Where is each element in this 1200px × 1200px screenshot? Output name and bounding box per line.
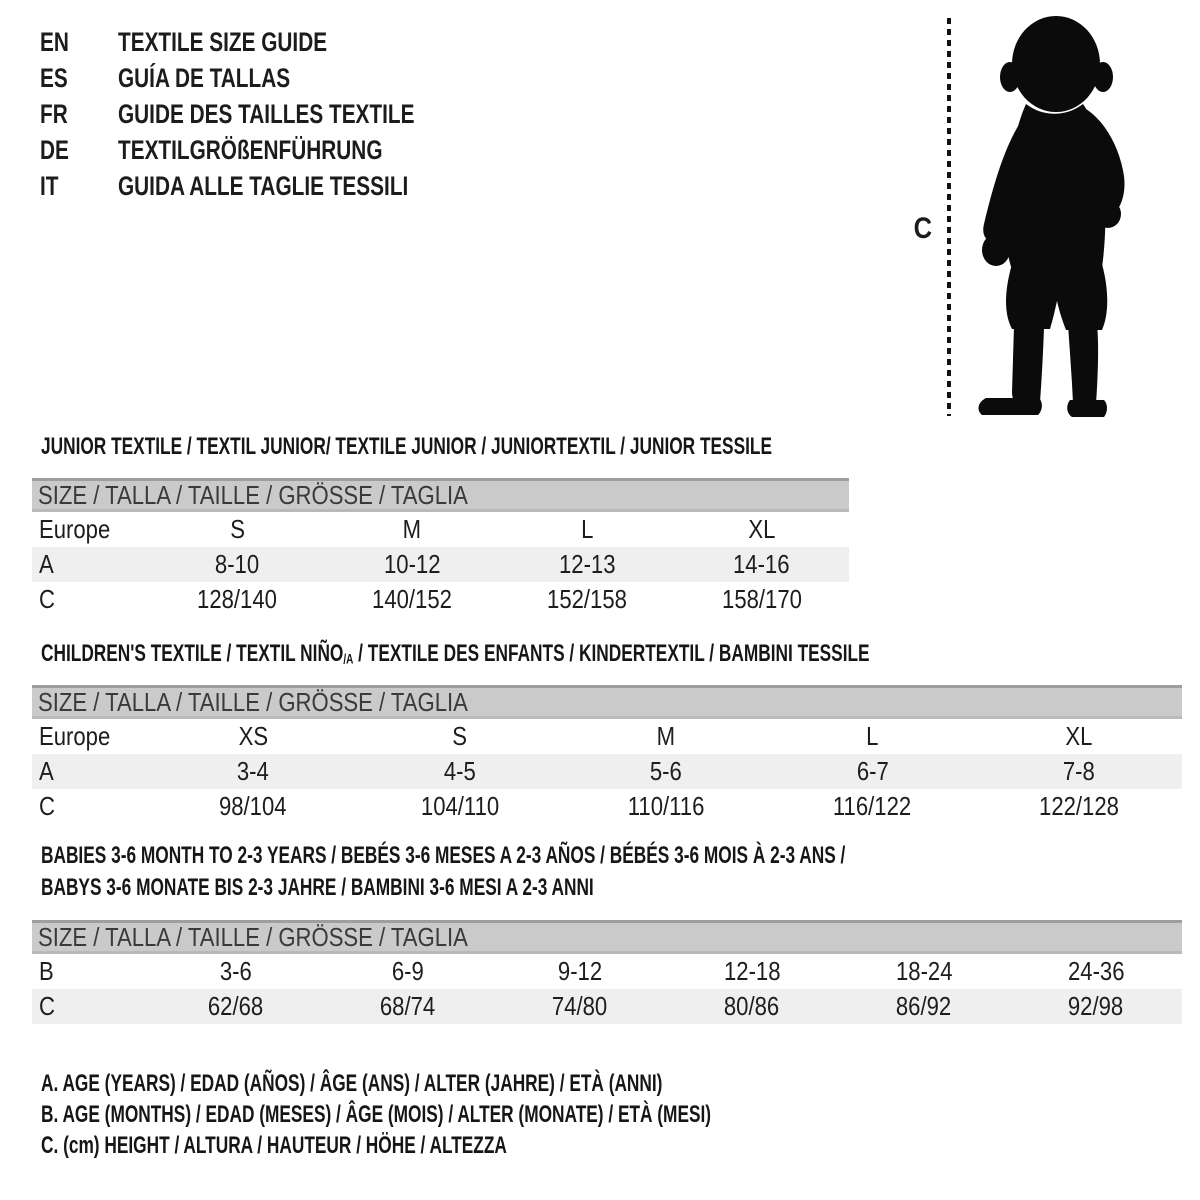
- table-row-a: A 3-4 4-5 5-6 6-7 7-8: [32, 754, 1182, 789]
- row-label: Europe: [39, 721, 111, 751]
- language-label: GUIDA ALLE TAGLIE TESSILI: [118, 170, 409, 201]
- table-cell: M: [656, 721, 676, 751]
- table-cell: 7-8: [1062, 756, 1095, 786]
- table-cell: 158/170: [721, 584, 802, 614]
- language-code: ES: [40, 62, 68, 93]
- table-cell: XL: [1065, 721, 1093, 751]
- language-code: IT: [40, 170, 59, 201]
- table-cell: 98/104: [219, 791, 288, 821]
- table-row-c: C 128/140 140/152 152/158 158/170: [32, 582, 849, 617]
- table-row-a: A 8-10 10-12 12-13 14-16: [32, 547, 849, 582]
- section-title-line: BABYS 3-6 MONATE BIS 2-3 JAHRE / BAMBINI…: [41, 874, 594, 901]
- table-cell: L: [580, 514, 594, 544]
- height-measure-label: C: [913, 212, 933, 245]
- language-row-es: ES GUÍA DE TALLAS: [40, 60, 503, 96]
- size-table-children: SIZE / TALLA / TAILLE / GRÖSSE / TAGLIA E…: [32, 685, 1182, 824]
- language-label: GUÍA DE TALLAS: [118, 62, 291, 93]
- table-cell: 6-7: [856, 756, 889, 786]
- table-cell: 86/92: [896, 991, 952, 1021]
- size-table-header: SIZE / TALLA / TAILLE / GRÖSSE / TAGLIA: [32, 685, 1182, 719]
- table-cell: 24-36: [1067, 956, 1125, 986]
- section-title-line: BABIES 3-6 MONTH TO 2-3 YEARS / BEBÉS 3-…: [41, 842, 846, 869]
- table-cell: 128/140: [197, 584, 278, 614]
- size-table-junior: SIZE / TALLA / TAILLE / GRÖSSE / TAGLIA E…: [32, 478, 849, 617]
- height-measure-dashed-line: [947, 18, 951, 416]
- language-row-fr: FR GUIDE DES TAILLES TEXTILE: [40, 96, 503, 132]
- table-cell: 3-4: [237, 756, 270, 786]
- row-label: C: [39, 791, 55, 821]
- table-cell: L: [866, 721, 879, 751]
- language-code: DE: [40, 134, 69, 165]
- table-row-europe: Europe S M L XL: [32, 512, 849, 547]
- row-label: A: [39, 756, 54, 786]
- section-title-children: CHILDREN'S TEXTILE / TEXTIL NIÑO/A / TEX…: [41, 640, 1192, 672]
- table-cell: 110/116: [627, 791, 705, 821]
- table-cell: S: [452, 721, 467, 751]
- row-label: A: [39, 549, 54, 579]
- legend-line: C. (cm) HEIGHT / ALTURA / HAUTEUR / HÖHE…: [41, 1132, 507, 1159]
- table-cell: 10-12: [383, 549, 441, 579]
- section-title-line: JUNIOR TEXTILE / TEXTIL JUNIOR/ TEXTILE …: [41, 433, 772, 460]
- legend-line: B. AGE (MONTHS) / EDAD (MESES) / ÂGE (MO…: [41, 1101, 712, 1128]
- table-row-c: C 98/104 104/110 110/116 116/122 122/128: [32, 789, 1182, 824]
- table-cell: M: [402, 514, 422, 544]
- language-row-de: DE TEXTILGRÖßENFÜHRUNG: [40, 132, 503, 168]
- table-cell: 12-13: [558, 549, 616, 579]
- language-row-en: EN TEXTILE SIZE GUIDE: [40, 24, 503, 60]
- table-cell: 152/158: [546, 584, 627, 614]
- table-row-europe: Europe XS S M L XL: [32, 719, 1182, 754]
- size-table-header: SIZE / TALLA / TAILLE / GRÖSSE / TAGLIA: [32, 920, 1182, 954]
- table-cell: XL: [748, 514, 776, 544]
- table-cell: 80/86: [724, 991, 780, 1021]
- table-row-c: C 62/68 68/74 74/80 80/86 86/92 92/98: [32, 989, 1182, 1024]
- language-label: TEXTILGRÖßENFÜHRUNG: [118, 134, 383, 165]
- table-cell: 12-18: [723, 956, 781, 986]
- legend-line: A. AGE (YEARS) / EDAD (AÑOS) / ÂGE (ANS)…: [41, 1070, 663, 1097]
- row-label: C: [39, 584, 55, 614]
- table-row-b: B 3-6 6-9 9-12 12-18 18-24 24-36: [32, 954, 1182, 989]
- language-code: EN: [40, 26, 69, 57]
- table-cell: 74/80: [552, 991, 608, 1021]
- table-cell: XS: [238, 721, 268, 751]
- language-row-it: IT GUIDA ALLE TAGLIE TESSILI: [40, 168, 503, 204]
- size-table-babies: SIZE / TALLA / TAILLE / GRÖSSE / TAGLIA B…: [32, 920, 1182, 1024]
- language-label: GUIDE DES TAILLES TEXTILE: [118, 98, 415, 129]
- table-cell: S: [230, 514, 245, 544]
- toddler-silhouette-icon: [978, 16, 1125, 417]
- table-cell: 140/152: [372, 584, 453, 614]
- language-code: FR: [40, 98, 68, 129]
- table-cell: 92/98: [1068, 991, 1124, 1021]
- table-cell: 18-24: [895, 956, 953, 986]
- section-title-babies: BABIES 3-6 MONTH TO 2-3 YEARS / BEBÉS 3-…: [41, 842, 1158, 906]
- table-cell: 6-9: [392, 956, 424, 986]
- size-table-header: SIZE / TALLA / TAILLE / GRÖSSE / TAGLIA: [32, 478, 849, 512]
- table-cell: 122/128: [1038, 791, 1119, 821]
- table-cell: 68/74: [380, 991, 436, 1021]
- section-title-line: CHILDREN'S TEXTILE / TEXTIL NIÑO/A / TEX…: [41, 640, 870, 667]
- section-title-junior: JUNIOR TEXTILE / TEXTIL JUNIOR/ TEXTILE …: [41, 433, 1056, 465]
- language-label: TEXTILE SIZE GUIDE: [118, 26, 328, 57]
- table-cell: 3-6: [220, 956, 252, 986]
- language-list: EN TEXTILE SIZE GUIDE ES GUÍA DE TALLAS FR GU…: [40, 24, 503, 204]
- row-label: B: [39, 956, 54, 986]
- table-cell: 9-12: [557, 956, 603, 986]
- table-cell: 5-6: [650, 756, 682, 786]
- table-cell: 116/122: [833, 791, 912, 821]
- table-cell: 4-5: [443, 756, 476, 786]
- row-label: C: [39, 991, 55, 1021]
- table-cell: 62/68: [208, 991, 264, 1021]
- row-label: Europe: [39, 514, 111, 544]
- table-cell: 104/110: [420, 791, 499, 821]
- table-cell: 8-10: [215, 549, 260, 579]
- legend: A. AGE (YEARS) / EDAD (AÑOS) / ÂGE (ANS)…: [41, 1070, 972, 1163]
- table-cell: 14-16: [733, 549, 790, 579]
